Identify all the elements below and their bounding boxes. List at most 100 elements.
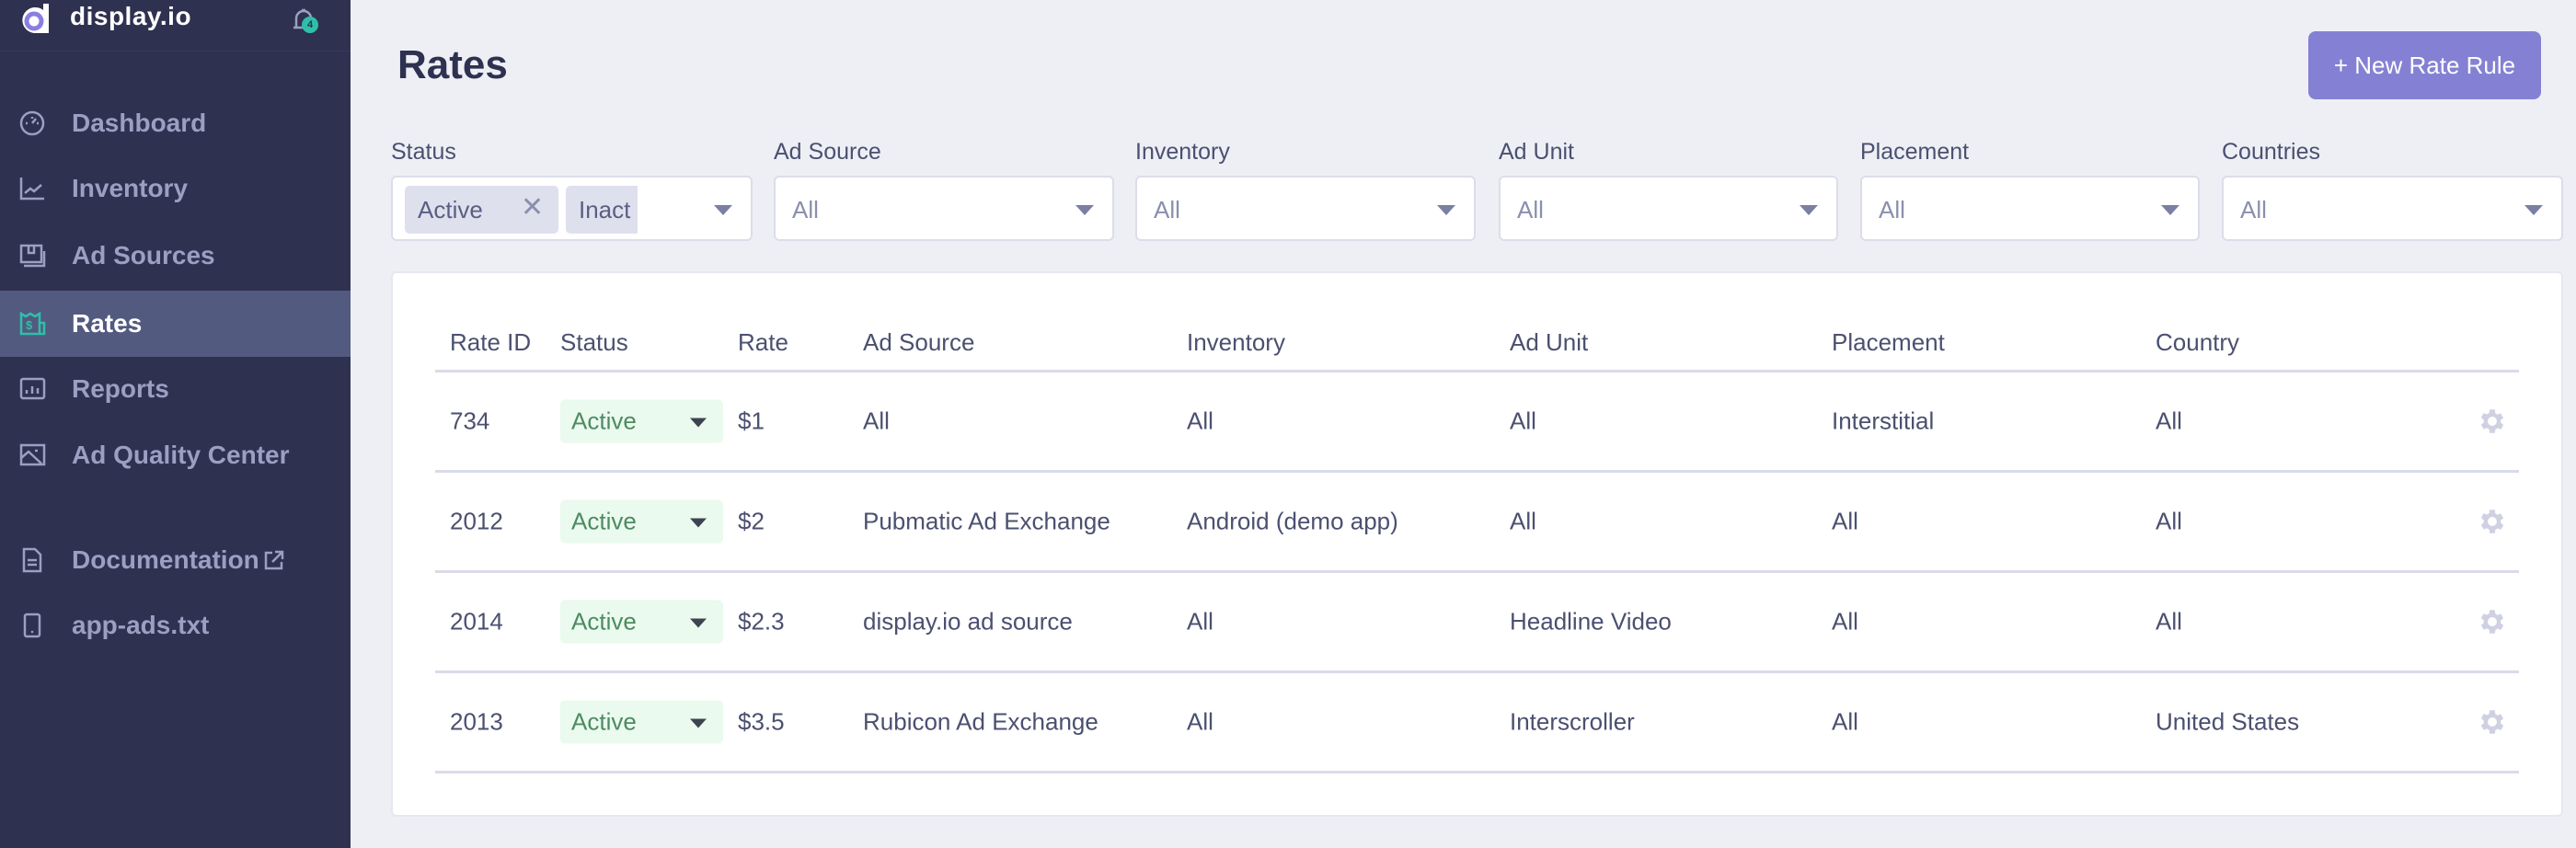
chevron-down-icon bbox=[1075, 205, 1094, 215]
chip-label: Active bbox=[418, 196, 483, 223]
sidebar-divider bbox=[0, 51, 351, 52]
gear-icon[interactable] bbox=[2477, 606, 2508, 637]
sidebar-item-documentation[interactable]: Documentation bbox=[0, 527, 351, 593]
rate-id: 734 bbox=[450, 407, 490, 435]
ad-source-value: Pubmatic Ad Exchange bbox=[863, 507, 1110, 535]
sidebar-item-label: app-ads.txt bbox=[72, 611, 210, 639]
status-value: Active bbox=[571, 507, 637, 535]
svg-text:$: $ bbox=[26, 318, 33, 332]
placement-value: All bbox=[1832, 707, 1858, 736]
ad-unit-filter-select[interactable]: All bbox=[1499, 176, 1838, 241]
table-header: Rate ID Status Rate Ad Source Inventory … bbox=[435, 271, 2519, 372]
ad-sources-icon bbox=[19, 244, 46, 268]
caret-down-icon bbox=[690, 718, 707, 728]
gear-icon[interactable] bbox=[2477, 506, 2508, 537]
notification-badge: 4 bbox=[302, 17, 318, 33]
column-header-rate-id[interactable]: Rate ID bbox=[450, 328, 532, 356]
column-header-ad-source[interactable]: Ad Source bbox=[863, 328, 975, 356]
rates-dollar-icon: $ bbox=[19, 311, 46, 336]
gear-icon[interactable] bbox=[2477, 406, 2508, 437]
sidebar-item-label: Ad Quality Center bbox=[72, 441, 290, 469]
column-header-placement[interactable]: Placement bbox=[1832, 328, 1945, 356]
ad-source-value: display.io ad source bbox=[863, 607, 1073, 636]
countries-filter-label: Countries bbox=[2222, 139, 2320, 165]
rate-value: $3.5 bbox=[738, 707, 785, 736]
page-title: Rates bbox=[397, 42, 508, 87]
mobile-icon bbox=[23, 613, 41, 638]
table-row: 734 Active $1 All All All Interstitial A… bbox=[435, 372, 2519, 473]
placement-value: All bbox=[1832, 507, 1858, 535]
status-dropdown[interactable]: Active bbox=[560, 700, 723, 744]
sidebar-item-inventory[interactable]: Inventory bbox=[0, 155, 351, 222]
column-header-inventory[interactable]: Inventory bbox=[1187, 328, 1285, 356]
sidebar-item-app-ads-txt[interactable]: app-ads.txt bbox=[0, 592, 351, 659]
status-chip-inactive: Inact bbox=[566, 186, 638, 234]
column-header-ad-unit[interactable]: Ad Unit bbox=[1510, 328, 1589, 356]
ad-source-value: Rubicon Ad Exchange bbox=[863, 707, 1098, 736]
sidebar-item-rates[interactable]: $ Rates bbox=[0, 291, 351, 357]
caret-down-icon bbox=[690, 618, 707, 628]
ad-unit-value: Headline Video bbox=[1510, 607, 1672, 636]
sidebar-item-label: Rates bbox=[72, 309, 143, 338]
chevron-down-icon bbox=[1437, 205, 1455, 215]
placement-filter-select[interactable]: All bbox=[1860, 176, 2200, 241]
ad-unit-value: All bbox=[1510, 507, 1536, 535]
status-dropdown[interactable]: Active bbox=[560, 499, 723, 544]
placement-filter-label: Placement bbox=[1860, 139, 1970, 165]
rate-id: 2013 bbox=[450, 707, 503, 736]
ad-unit-filter-label: Ad Unit bbox=[1499, 139, 1574, 165]
chip-label: Inact bbox=[579, 196, 631, 223]
table-row: 2012 Active $2 Pubmatic Ad Exchange Andr… bbox=[435, 473, 2519, 573]
gear-icon[interactable] bbox=[2477, 706, 2508, 738]
inventory-filter-value: All bbox=[1154, 196, 1180, 223]
status-dropdown[interactable]: Active bbox=[560, 600, 723, 644]
new-rate-rule-button[interactable]: + New Rate Rule bbox=[2308, 31, 2541, 99]
sidebar-item-reports[interactable]: Reports bbox=[0, 356, 351, 422]
status-filter-label: Status bbox=[391, 139, 456, 165]
caret-down-icon bbox=[690, 418, 707, 428]
status-filter-select[interactable]: Active ✕ Inact bbox=[391, 176, 753, 241]
image-icon bbox=[19, 443, 46, 466]
rate-value: $1 bbox=[738, 407, 765, 435]
line-chart-icon bbox=[19, 178, 44, 201]
ad-source-filter-value: All bbox=[792, 196, 819, 223]
inventory-value: All bbox=[1187, 607, 1213, 636]
inventory-filter-label: Inventory bbox=[1135, 139, 1230, 165]
sidebar-item-label: Ad Sources bbox=[72, 241, 215, 269]
sidebar-item-label: Reports bbox=[72, 374, 169, 403]
status-dropdown[interactable]: Active bbox=[560, 399, 723, 443]
chevron-down-icon bbox=[1800, 205, 1818, 215]
rate-id: 2012 bbox=[450, 507, 503, 535]
rate-value: $2.3 bbox=[738, 607, 785, 636]
ad-source-value: All bbox=[863, 407, 890, 435]
ad-source-filter-select[interactable]: All bbox=[774, 176, 1114, 241]
sidebar-item-dashboard[interactable]: Dashboard bbox=[0, 90, 351, 156]
inventory-value: All bbox=[1187, 407, 1213, 435]
placement-value: All bbox=[1832, 607, 1858, 636]
countries-filter-value: All bbox=[2240, 196, 2267, 223]
inventory-filter-select[interactable]: All bbox=[1135, 176, 1476, 241]
remove-chip-icon[interactable]: ✕ bbox=[521, 192, 545, 223]
sidebar-item-ad-quality-center[interactable]: Ad Quality Center bbox=[0, 422, 351, 488]
sidebar-item-label: Documentation bbox=[72, 545, 259, 574]
table-row: 2014 Active $2.3 display.io ad source Al… bbox=[435, 573, 2519, 673]
rates-table-card bbox=[391, 271, 2563, 817]
placement-value: Interstitial bbox=[1832, 407, 1935, 435]
document-icon bbox=[22, 547, 42, 573]
inventory-value: All bbox=[1187, 707, 1213, 736]
column-header-rate[interactable]: Rate bbox=[738, 328, 788, 356]
sidebar: display.io 4 Dashboard Inventory Ad Sour… bbox=[0, 0, 351, 848]
status-value: Active bbox=[571, 707, 637, 736]
countries-filter-select[interactable]: All bbox=[2222, 176, 2563, 241]
sidebar-item-ad-sources[interactable]: Ad Sources bbox=[0, 223, 351, 289]
rate-id: 2014 bbox=[450, 607, 503, 636]
column-header-status[interactable]: Status bbox=[560, 328, 628, 356]
column-header-country[interactable]: Country bbox=[2156, 328, 2240, 356]
caret-down-icon bbox=[690, 518, 707, 528]
display-io-logo-icon bbox=[22, 4, 49, 33]
external-link-icon bbox=[264, 550, 284, 570]
chevron-down-icon[interactable] bbox=[714, 205, 732, 215]
bar-chart-icon bbox=[19, 377, 46, 400]
ad-unit-value: Interscroller bbox=[1510, 707, 1635, 736]
rate-value: $2 bbox=[738, 507, 765, 535]
